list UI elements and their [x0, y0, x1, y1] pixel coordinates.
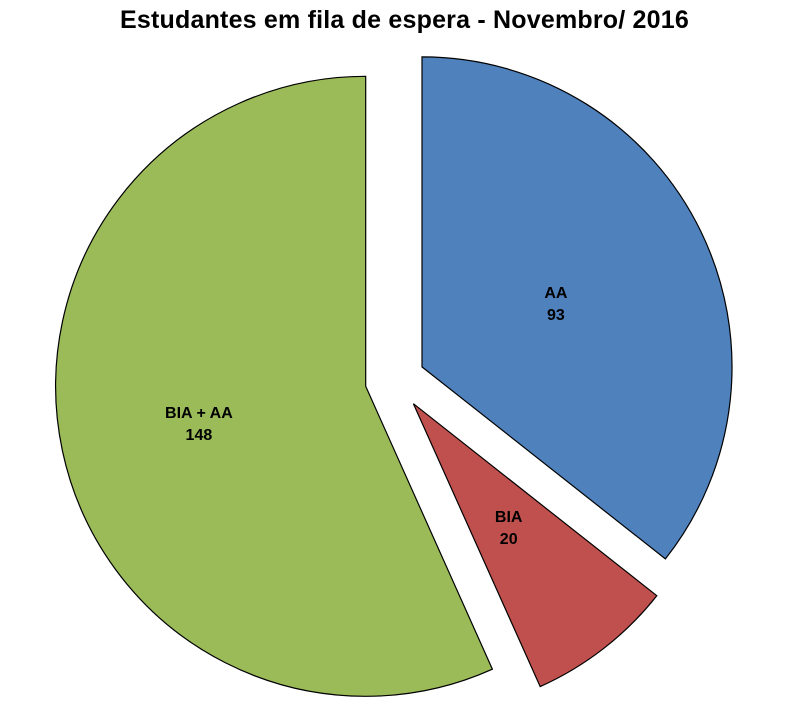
pie-slice-label-bia-aa: BIA + AA 148 — [165, 405, 233, 444]
pie-slice-label-aa: AA 93 — [544, 285, 568, 324]
chart-title: Estudantes em fila de espera - Novembro/… — [120, 6, 689, 34]
pie-slice-bia — [412, 403, 658, 688]
pie-slice-aa — [421, 56, 733, 560]
pie-slice-label-bia: BIA 20 — [495, 509, 523, 548]
pie-slice-bia-aa — [55, 75, 494, 697]
